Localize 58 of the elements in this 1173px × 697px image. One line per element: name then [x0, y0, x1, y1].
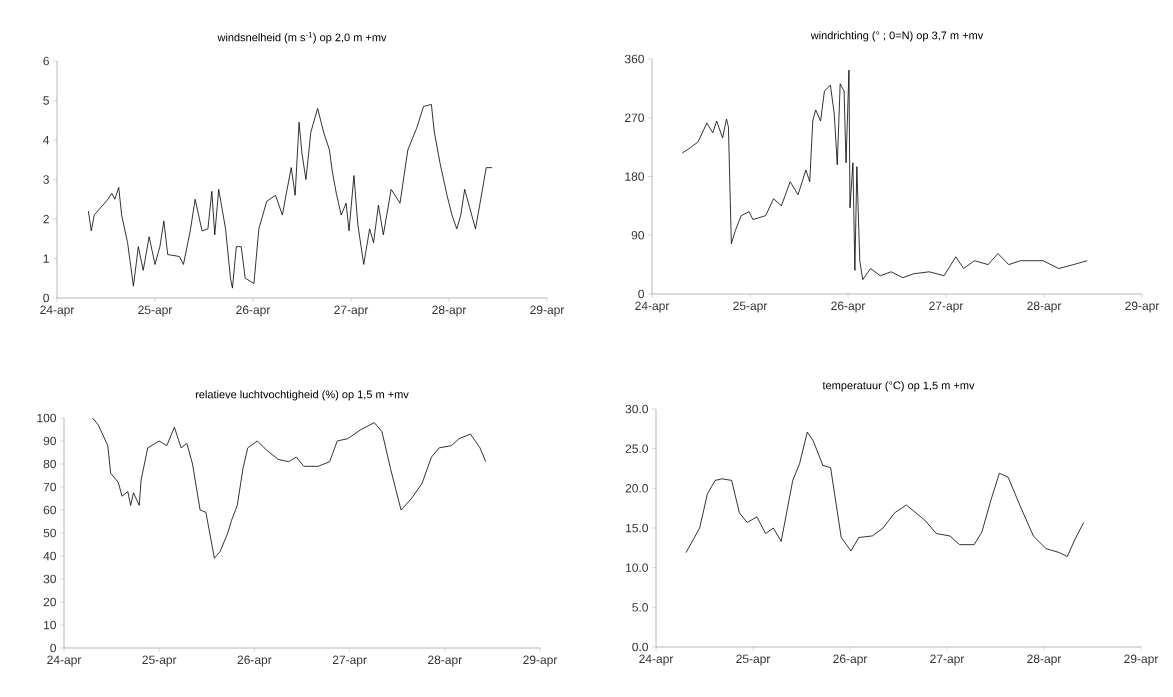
- y-tick-label: 25.0: [625, 444, 649, 453]
- x-tick-label: 25-apr: [138, 305, 173, 317]
- y-tick-label: 70: [43, 482, 56, 492]
- x-tick-label: 27-apr: [930, 654, 965, 666]
- y-tick-label: 100: [37, 413, 56, 423]
- x-tick-label: 25-apr: [733, 301, 768, 313]
- y-tick-label: 50: [43, 528, 56, 538]
- y-tick-label: 0: [43, 293, 50, 303]
- x-tick-label: 25-apr: [736, 654, 771, 666]
- y-tick-label: 180: [625, 172, 645, 181]
- y-tick-label: 5: [43, 96, 49, 105]
- x-tick-label: 28-apr: [1027, 654, 1062, 666]
- x-tick-label: 29-apr: [1124, 654, 1159, 666]
- y-tick-label: 0.0: [632, 642, 649, 652]
- y-tick-label: 3: [43, 175, 49, 184]
- y-tick-label: 30.0: [625, 404, 649, 414]
- y-tick-label: 40: [43, 551, 56, 561]
- y-tick-label: 60: [43, 505, 56, 515]
- x-tick-label: 26-apr: [236, 305, 271, 317]
- x-tick-label: 27-apr: [334, 305, 369, 317]
- x-tick-label: 29-apr: [1125, 301, 1160, 313]
- y-tick-label: 20.0: [625, 484, 649, 493]
- y-tick-label: 6: [43, 56, 49, 66]
- y-tick-label: 80: [43, 459, 56, 469]
- y-tick-label: 0: [638, 289, 645, 299]
- y-tick-label: 5.0: [632, 603, 649, 612]
- x-tick-label: 28-apr: [428, 655, 462, 667]
- y-tick-label: 30: [43, 574, 56, 584]
- y-tick-label: 15.0: [626, 523, 649, 533]
- chart-title: relatieve luchtvochtigheid (%) op 1,5 m +mv: [195, 390, 409, 401]
- y-tick-label: 20: [43, 597, 56, 607]
- x-tick-label: 25-apr: [142, 655, 177, 667]
- x-tick-label: 24-apr: [40, 305, 75, 317]
- y-tick-label: 0: [50, 643, 57, 653]
- chart-title: temperatuur (°C) op 1,5 m +mv: [822, 381, 975, 392]
- y-tick-label: 2: [43, 214, 49, 224]
- x-tick-label: 28-apr: [432, 305, 467, 317]
- y-tick-label: 270: [625, 113, 645, 122]
- y-tick-label: 4: [43, 135, 50, 145]
- x-tick-label: 26-apr: [831, 301, 866, 313]
- y-tick-label: 360: [624, 54, 645, 64]
- x-tick-label: 29-apr: [523, 655, 558, 667]
- x-tick-label: 24-apr: [639, 654, 674, 666]
- x-tick-label: 29-apr: [530, 305, 565, 317]
- x-tick-label: 28-apr: [1027, 301, 1062, 313]
- x-tick-label: 24-apr: [47, 655, 82, 667]
- y-tick-label: 90: [43, 436, 56, 446]
- y-tick-label: 10: [44, 620, 56, 630]
- x-tick-label: 26-apr: [833, 654, 868, 666]
- y-tick-label: 90: [631, 231, 645, 240]
- chart-title: windrichting (° ; 0=N) op 3,7 m +mv: [810, 31, 984, 42]
- chart-title: windsnelheid (m s$^{-1}$) op 2,0 m +mv: [217, 31, 387, 44]
- x-tick-label: 24-apr: [635, 301, 670, 313]
- y-tick-label: 10.0: [626, 563, 649, 572]
- x-tick-label: 27-apr: [332, 655, 367, 667]
- x-tick-label: 26-apr: [237, 655, 272, 667]
- x-tick-label: 27-apr: [929, 301, 964, 313]
- y-tick-label: 1: [43, 254, 49, 263]
